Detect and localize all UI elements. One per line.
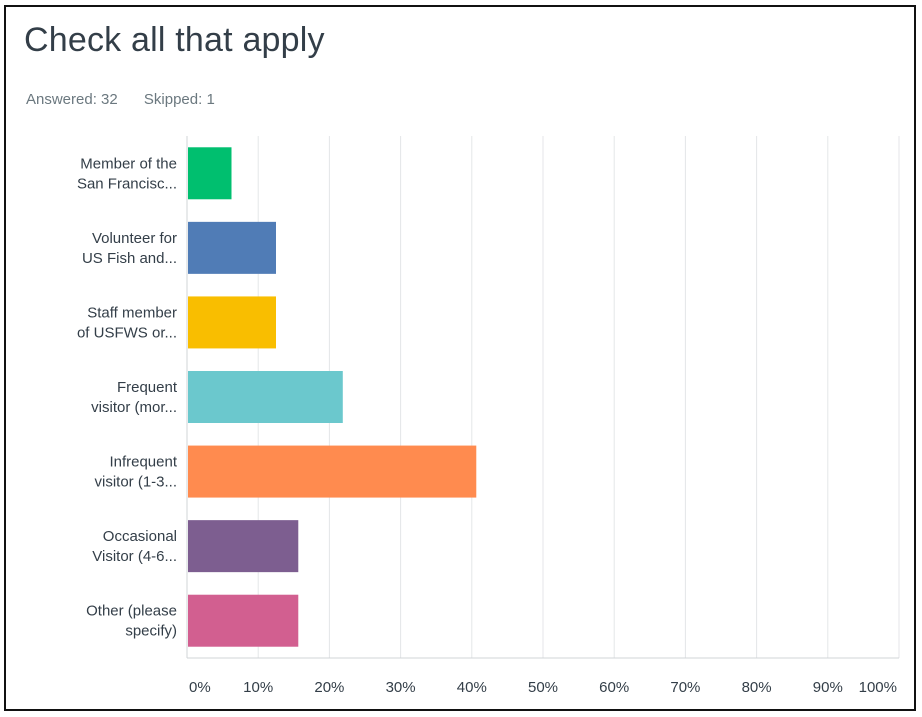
x-tick-label: 30% (386, 679, 416, 696)
category-label: Other (please (86, 603, 177, 620)
bar (188, 520, 299, 573)
bar (188, 147, 232, 200)
category-label: specify) (125, 623, 177, 640)
x-tick-label: 60% (599, 679, 629, 696)
category-label: Infrequent (109, 454, 177, 471)
category-label: visitor (mor... (91, 399, 177, 416)
response-stats: Answered: 32 Skipped: 1 (26, 91, 237, 108)
category-label: visitor (1-3... (94, 474, 177, 491)
chart-panel: Check all that apply Answered: 32 Skippe… (4, 5, 916, 711)
skipped-count: Skipped: 1 (143, 91, 215, 108)
x-tick-label: 0% (189, 679, 211, 696)
x-tick-label: 70% (670, 679, 700, 696)
category-label: Volunteer for (92, 230, 177, 247)
x-tick-label: 50% (528, 679, 558, 696)
bar (188, 371, 343, 423)
question-title: Check all that apply (24, 21, 325, 59)
category-label: Visitor (4-6... (92, 548, 177, 565)
category-label: US Fish and... (82, 250, 177, 267)
x-tick-label: 20% (314, 679, 344, 696)
bar (188, 221, 276, 274)
category-label: Staff member (87, 304, 177, 321)
bar (188, 445, 477, 498)
category-label: Occasional (103, 528, 177, 545)
x-tick-label: 40% (457, 679, 487, 696)
bar (188, 296, 276, 349)
category-label: Frequent (117, 379, 178, 396)
x-tick-label: 90% (813, 679, 843, 696)
bar (188, 594, 299, 647)
answered-count: Answered: 32 (26, 91, 118, 108)
category-label: Member of the (80, 155, 177, 172)
x-tick-label: 100% (859, 679, 897, 696)
x-tick-label: 80% (742, 679, 772, 696)
category-label: of USFWS or... (77, 324, 177, 341)
x-tick-label: 10% (243, 679, 273, 696)
category-label: San Francisc... (77, 175, 177, 192)
